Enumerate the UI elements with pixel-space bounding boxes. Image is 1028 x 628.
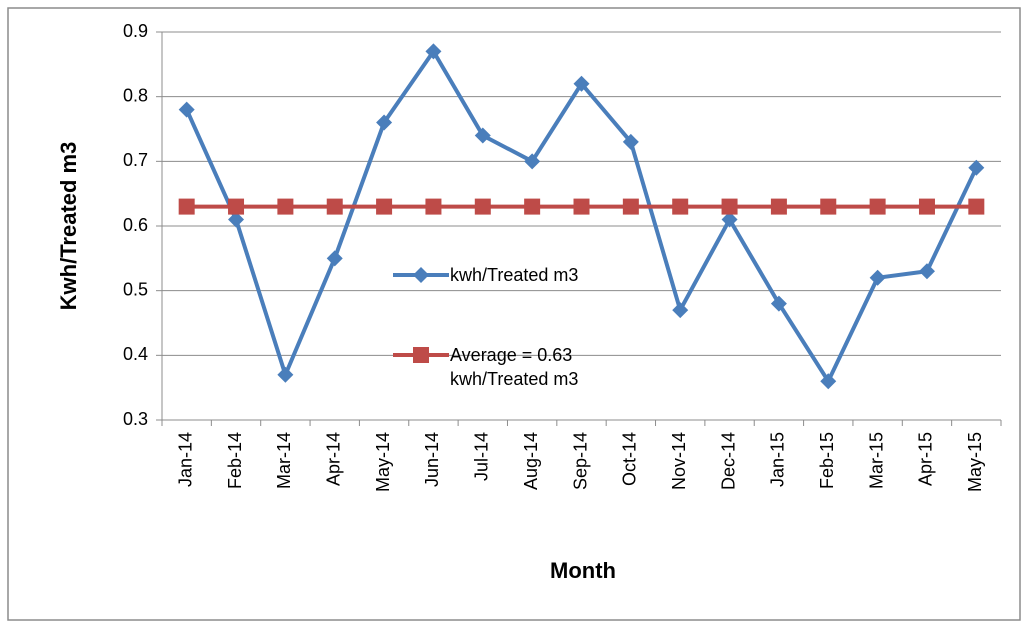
y-tick-label: 0.7 [123,150,148,170]
data-point [672,198,689,215]
data-point [721,211,738,228]
data-point [474,198,491,215]
data-point [770,295,787,312]
x-axis-title: Month [550,558,616,583]
y-tick-label: 0.4 [123,344,148,364]
x-tick-label: Jul-14 [472,432,492,481]
data-point [918,198,935,215]
data-point [277,198,294,215]
data-point [376,114,393,131]
x-tick-label: Dec-14 [718,432,738,490]
y-axis-title: Kwh/Treated m3 [56,142,81,311]
data-point [326,198,343,215]
x-tick-label: Feb-15 [817,432,837,489]
data-point [622,133,639,150]
y-tick-label: 0.5 [123,279,148,299]
y-tick-label: 0.9 [123,21,148,41]
data-point [622,198,639,215]
data-point [178,101,195,118]
x-tick-label: Feb-14 [225,432,245,489]
x-tick-label: Oct-14 [620,432,640,486]
x-tick-label: Apr-15 [916,432,936,486]
data-point [573,75,590,92]
data-point [425,198,442,215]
data-point [376,198,393,215]
x-tick-label: May-15 [965,432,985,492]
data-point [524,198,541,215]
data-point [869,269,886,286]
y-tick-label: 0.3 [123,409,148,429]
y-tick-label: 0.6 [123,215,148,235]
x-tick-label: Sep-14 [570,432,590,490]
legend-label: Average = 0.63 kwh/Treated m3 [450,345,579,389]
data-point [326,250,343,267]
data-point [672,302,689,319]
data-point [820,198,837,215]
legend-label: kwh/Treated m3 [450,265,579,285]
data-point [820,373,837,390]
data-point [228,198,245,215]
x-tick-label: Jan-14 [175,432,195,487]
data-point [968,159,985,176]
data-point [228,211,245,228]
data-point [770,198,787,215]
data-point [524,153,541,170]
data-point [869,198,886,215]
data-point [918,263,935,280]
data-point [178,198,195,215]
data-point [474,127,491,144]
data-point [425,43,442,60]
data-point [721,198,738,215]
legend-marker [413,347,429,363]
x-tick-label: Jun-14 [422,432,442,487]
legend-marker [413,267,429,283]
data-point [573,198,590,215]
chart-border [7,7,1021,621]
data-point [968,198,985,215]
x-tick-label: May-14 [373,432,393,492]
x-tick-label: Apr-14 [323,432,343,486]
data-point [277,366,294,383]
x-tick-label: Jan-15 [768,432,788,487]
y-tick-label: 0.8 [123,85,148,105]
x-tick-label: Mar-15 [866,432,886,489]
x-tick-label: Nov-14 [669,432,689,490]
x-tick-label: Aug-14 [521,432,541,490]
x-tick-label: Mar-14 [274,432,294,489]
